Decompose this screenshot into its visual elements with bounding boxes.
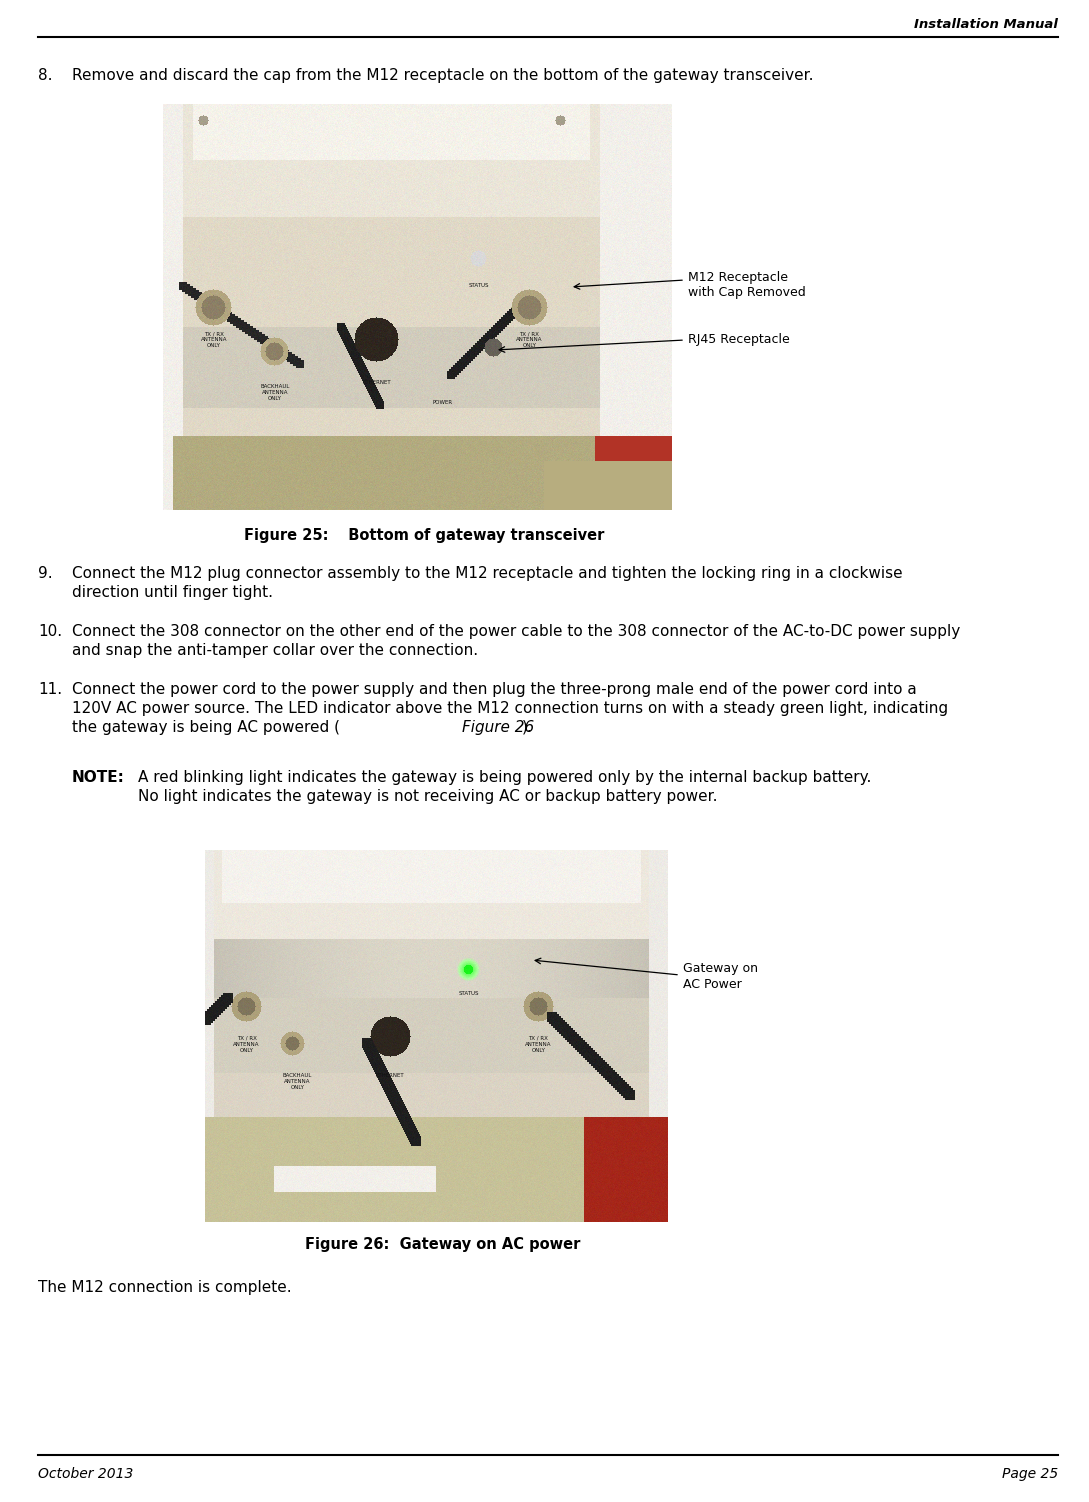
Text: NOTE:: NOTE:: [72, 771, 125, 786]
Text: TX / RX
ANTENNA
ONLY: TX / RX ANTENNA ONLY: [233, 1036, 260, 1053]
Text: TX / RX
ANTENNA
ONLY: TX / RX ANTENNA ONLY: [200, 332, 228, 348]
Text: The M12 connection is complete.: The M12 connection is complete.: [38, 1280, 292, 1295]
Text: Installation Manual: Installation Manual: [914, 18, 1059, 32]
Text: October 2013: October 2013: [38, 1467, 133, 1481]
Text: STATUS: STATUS: [458, 991, 479, 996]
Text: 120V AC power source. The LED indicator above the M12 connection turns on with a: 120V AC power source. The LED indicator …: [72, 701, 949, 716]
Text: Connect the M12 plug connector assembly to the M12 receptacle and tighten the lo: Connect the M12 plug connector assembly …: [72, 566, 903, 581]
Text: the gateway is being AC powered (: the gateway is being AC powered (: [72, 719, 340, 734]
Text: and snap the anti-tamper collar over the connection.: and snap the anti-tamper collar over the…: [72, 643, 478, 658]
Text: 11.: 11.: [38, 682, 62, 697]
Text: POWER: POWER: [433, 401, 453, 406]
Text: ETHERNET: ETHERNET: [363, 380, 391, 385]
Text: Figure 26: Figure 26: [462, 719, 535, 734]
Text: STATUS: STATUS: [468, 282, 489, 288]
Text: direction until finger tight.: direction until finger tight.: [72, 584, 273, 599]
Text: ).: ).: [522, 719, 533, 734]
Text: Page 25: Page 25: [1002, 1467, 1059, 1481]
Text: TX / RX
ANTENNA
ONLY: TX / RX ANTENNA ONLY: [516, 332, 542, 348]
Text: No light indicates the gateway is not receiving AC or backup battery power.: No light indicates the gateway is not re…: [138, 789, 718, 804]
Text: TX / RX
ANTENNA
ONLY: TX / RX ANTENNA ONLY: [525, 1036, 552, 1053]
Text: Remove and discard the cap from the M12 receptacle on the bottom of the gateway : Remove and discard the cap from the M12 …: [72, 68, 813, 83]
Text: 10.: 10.: [38, 623, 62, 638]
Text: RJ45 Receptacle: RJ45 Receptacle: [688, 333, 790, 347]
Text: ETHERNET: ETHERNET: [376, 1074, 404, 1078]
Text: A red blinking light indicates the gateway is being powered only by the internal: A red blinking light indicates the gatew…: [138, 771, 871, 786]
Text: Figure 25:  Bottom of gateway transceiver: Figure 25: Bottom of gateway transceiver: [244, 529, 604, 544]
Text: AC Power: AC Power: [683, 978, 742, 991]
Text: BACKHAUL
ANTENNA
ONLY: BACKHAUL ANTENNA ONLY: [283, 1074, 313, 1090]
Text: 8.: 8.: [38, 68, 52, 83]
Text: Connect the power cord to the power supply and then plug the three-prong male en: Connect the power cord to the power supp…: [72, 682, 917, 697]
Text: Figure 26:  Gateway on AC power: Figure 26: Gateway on AC power: [305, 1238, 580, 1253]
Text: 9.: 9.: [38, 566, 52, 581]
Text: Gateway on: Gateway on: [683, 961, 758, 975]
Text: BACKHAUL
ANTENNA
ONLY: BACKHAUL ANTENNA ONLY: [260, 385, 290, 401]
Text: M12 Receptacle
with Cap Removed: M12 Receptacle with Cap Removed: [688, 270, 806, 299]
Text: Connect the 308 connector on the other end of the power cable to the 308 connect: Connect the 308 connector on the other e…: [72, 623, 960, 638]
